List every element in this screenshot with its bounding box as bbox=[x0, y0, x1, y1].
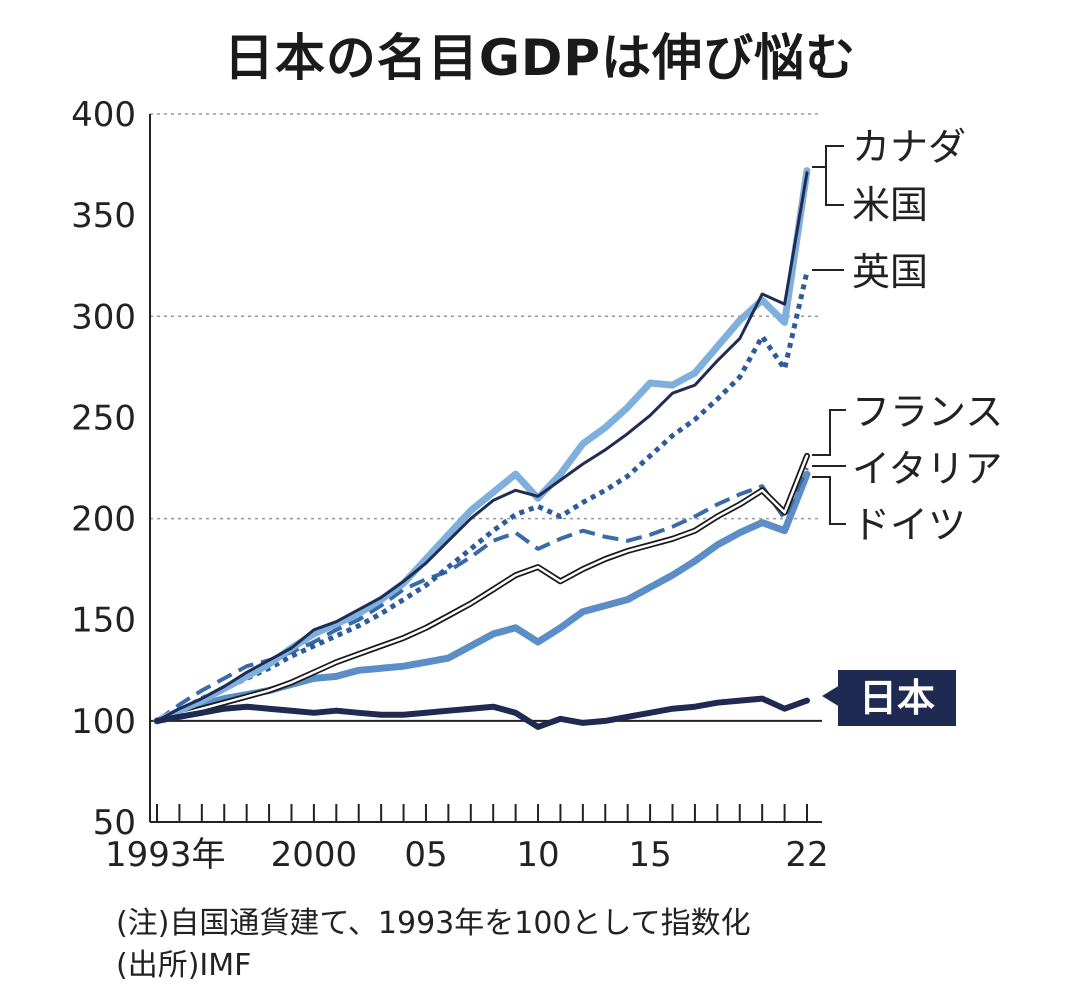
axes: 50 100 150 200 250 300 350 400 1993年 2000 05 10 15 22 bbox=[71, 95, 829, 875]
legend-label-japan: 日本 bbox=[859, 676, 935, 720]
legend-bracket-canada bbox=[812, 145, 844, 168]
x-tick-label-2015: 15 bbox=[628, 835, 671, 875]
legend-pointer-japan bbox=[822, 685, 840, 707]
series-line-日本 bbox=[154, 695, 810, 730]
y-tick-label-300: 300 bbox=[71, 297, 136, 337]
chart-note: (注)自国通貨建て、1993年を100として指数化 bbox=[116, 906, 751, 941]
y-tick-label-150: 150 bbox=[71, 601, 136, 641]
y-tick-label-400: 400 bbox=[71, 95, 136, 135]
y-tick-label-200: 200 bbox=[71, 500, 136, 540]
x-tick-label-2010: 10 bbox=[516, 835, 559, 875]
legend-label-italy: イタリア bbox=[852, 447, 1002, 491]
y-tick-label-100: 100 bbox=[71, 702, 136, 742]
legend-label-canada: カナダ bbox=[852, 125, 966, 169]
legend-label-uk: 英国 bbox=[852, 250, 928, 294]
y-tick-label-350: 350 bbox=[71, 196, 136, 236]
gridlines bbox=[150, 113, 822, 722]
legend-badge-japan bbox=[838, 670, 956, 726]
legend-label-germany: ドイツ bbox=[852, 503, 966, 547]
x-tick-label-1993: 1993年 bbox=[105, 835, 226, 875]
chart-title: 日本の名目GDPは伸び悩む bbox=[223, 29, 857, 87]
legend-bracket-france bbox=[812, 409, 846, 456]
legend-label-france: フランス bbox=[852, 390, 1003, 434]
chart-source: (出所)IMF bbox=[116, 948, 252, 983]
y-tick-label-50: 50 bbox=[93, 803, 136, 843]
legend-bracket-us bbox=[812, 166, 844, 206]
x-tick-label-2022: 22 bbox=[785, 835, 828, 875]
series-line-フランス-inner bbox=[155, 454, 809, 723]
x-tick-label-2000: 2000 bbox=[271, 835, 358, 875]
series-line-米国 bbox=[155, 171, 809, 723]
series-line-カナダ bbox=[153, 167, 811, 725]
series-lines bbox=[153, 167, 811, 730]
legend-label-us: 米国 bbox=[852, 183, 928, 227]
x-tick-label-2005: 05 bbox=[404, 835, 447, 875]
series-line-フランス bbox=[154, 452, 810, 724]
y-tick-label-250: 250 bbox=[71, 398, 136, 438]
legend-bracket-germany bbox=[812, 476, 846, 525]
series-line-英国 bbox=[155, 271, 810, 724]
